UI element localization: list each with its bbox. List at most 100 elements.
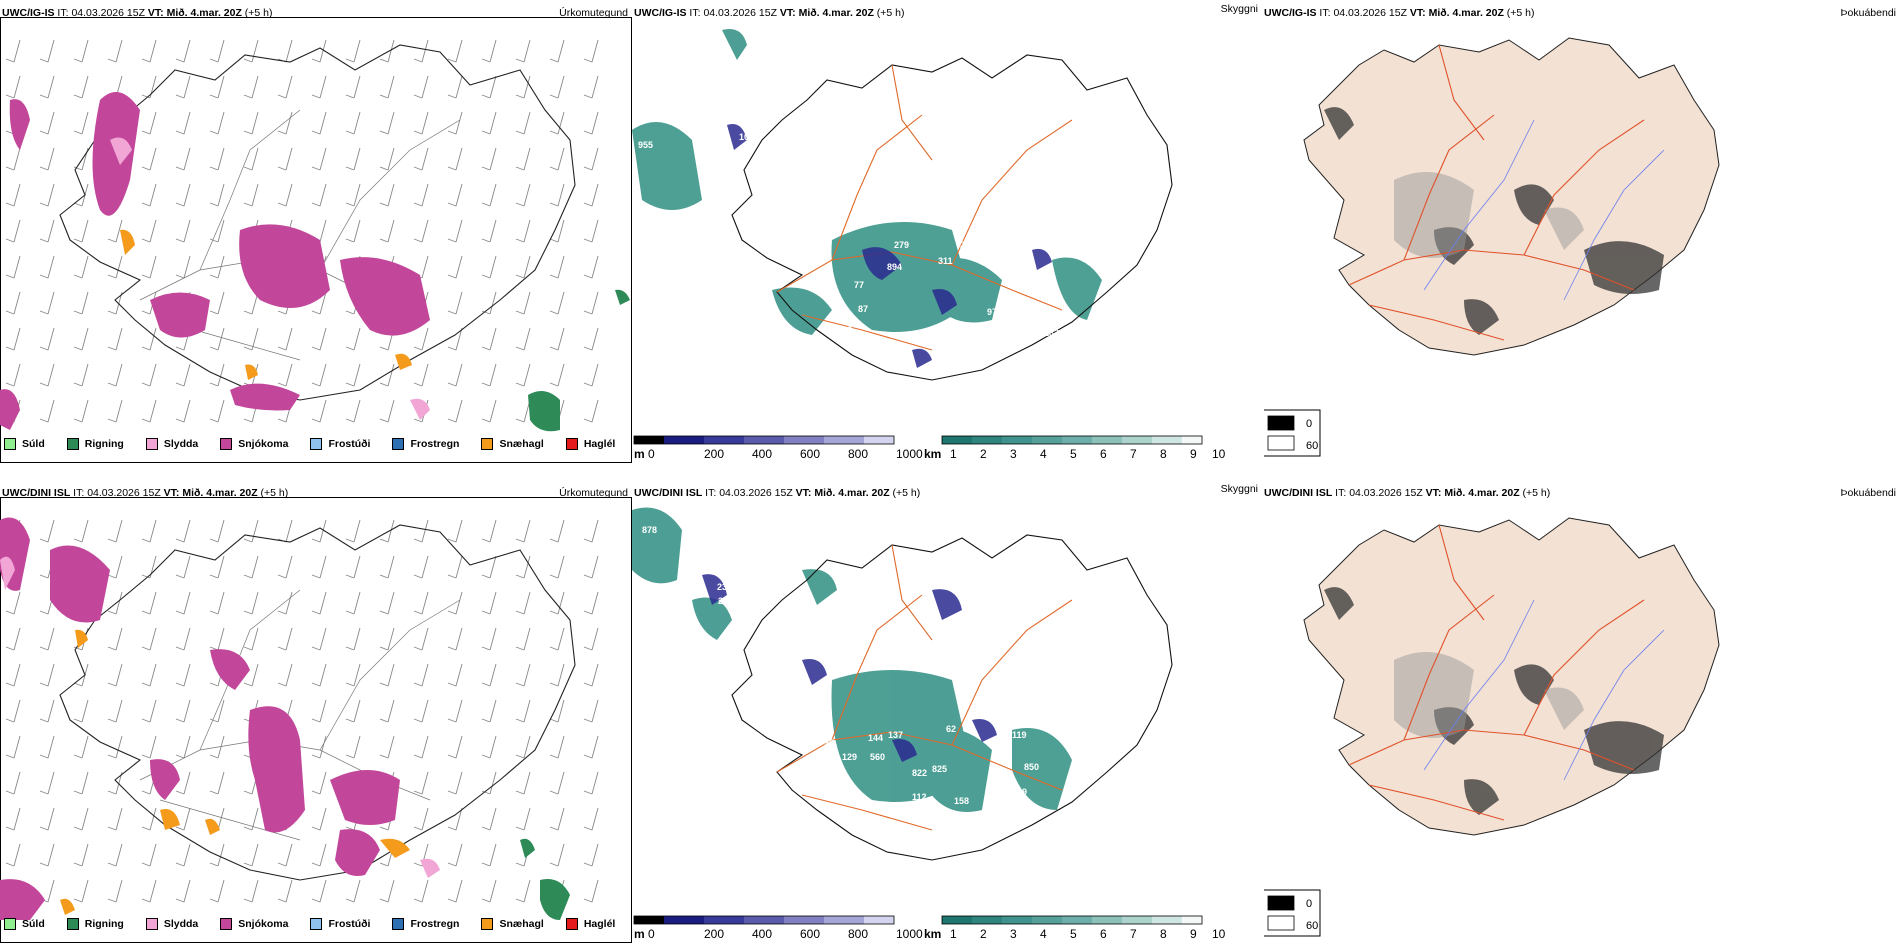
wind-barb [311, 111, 327, 135]
wind-barb [243, 75, 259, 99]
wind-barb [345, 39, 361, 63]
wind-barb [481, 327, 497, 351]
wind-barb [379, 75, 395, 99]
wind-barb [209, 399, 225, 423]
wind-barb [583, 807, 599, 831]
cloud-base-label: 390 [736, 608, 751, 618]
precip-map-frame [0, 17, 632, 463]
wind-barb [243, 327, 259, 351]
wind-barb [141, 591, 157, 615]
wind-barb [447, 75, 463, 99]
wind-barb [39, 39, 55, 63]
iceland-coastline [731, 534, 1173, 861]
legend-item: Frostregn [392, 438, 459, 450]
wind-barb [277, 39, 293, 63]
wind-barb [481, 591, 497, 615]
wind-barb [379, 111, 395, 135]
precip-map [0, 39, 630, 432]
visibility-map: 878 237 208 390 62 144 560 822 825 158 1… [632, 507, 1203, 925]
wind-barb [277, 879, 293, 903]
wind-barb [481, 111, 497, 135]
wind-barb [5, 807, 21, 831]
wind-barb [447, 111, 463, 135]
legend-item: Frostúði [310, 918, 370, 930]
panel-type-label: Skyggni [1220, 3, 1258, 15]
wind-barb [583, 519, 599, 543]
wind-barb [549, 663, 565, 687]
wind-barb [481, 663, 497, 687]
iceland-land [1303, 517, 1720, 836]
wind-barb [481, 39, 497, 63]
wind-barb [175, 519, 191, 543]
fog-scale-label: 60 [1306, 440, 1318, 452]
wind-barb [345, 363, 361, 387]
wind-barb [515, 327, 531, 351]
wind-barb [277, 363, 293, 387]
panel-type-label: Þokuábendi [1840, 487, 1896, 499]
wind-barb [39, 843, 55, 867]
wind-barb [447, 555, 463, 579]
wind-barb [583, 555, 599, 579]
wind-barb [413, 327, 429, 351]
wind-barb [141, 807, 157, 831]
legend-swatch [4, 438, 16, 450]
wind-barb [583, 879, 599, 903]
wind-barb [311, 519, 327, 543]
wind-barb [549, 591, 565, 615]
wind-barb [583, 183, 599, 207]
wind-barb [311, 291, 327, 315]
wind-barb [413, 735, 429, 759]
wind-barb [141, 519, 157, 543]
wind-barb [209, 699, 225, 723]
wind-barb [209, 771, 225, 795]
legend-item: Snjókoma [220, 438, 288, 450]
legend-item: Súld [4, 438, 45, 450]
wind-barb [447, 219, 463, 243]
wind-barb [73, 291, 89, 315]
cloud-base-label: 50 [1052, 310, 1062, 320]
cloud-base-label: 894 [887, 262, 902, 272]
wind-barb [209, 39, 225, 63]
legend-swatch [66, 918, 79, 930]
wind-barb [345, 627, 361, 651]
wind-barb [209, 111, 225, 135]
wind-barb [175, 627, 191, 651]
wind-barb [107, 327, 123, 351]
cloud-base-label: 878 [642, 525, 657, 535]
panel-title: UWC/IG-IS IT: 04.03.2026 15Z VT: Mið. 4.… [1264, 7, 1535, 19]
wind-barb [209, 291, 225, 315]
wind-barb [107, 879, 123, 903]
wind-barb [413, 111, 429, 135]
wind-barb [39, 291, 55, 315]
wind-barb [141, 327, 157, 351]
cloud-base-label: 187 [974, 355, 989, 365]
cloud-base-label: 730 [1042, 832, 1057, 842]
wind-barb [209, 219, 225, 243]
wind-barb [481, 519, 497, 543]
wind-barb [379, 519, 395, 543]
cloud-base-label: 311 [938, 256, 953, 266]
cloud-base-label: 159 [1017, 300, 1032, 310]
wind-barb [175, 555, 191, 579]
wind-barb [515, 255, 531, 279]
legend-swatch [565, 918, 578, 930]
wind-barb [175, 111, 191, 135]
cloud-base-label: 560 [870, 752, 885, 762]
wind-barb [209, 327, 225, 351]
wind-barb [107, 555, 123, 579]
wind-barb [515, 291, 531, 315]
river-lines [1423, 599, 1665, 781]
wind-barb [175, 363, 191, 387]
wind-barb [481, 843, 497, 867]
wind-barb [141, 879, 157, 903]
wind-barb [175, 399, 191, 423]
wind-barb [549, 519, 565, 543]
wind-barb [583, 399, 599, 423]
wind-barb [277, 555, 293, 579]
wind-barb [5, 663, 21, 687]
wind-barb [311, 663, 327, 687]
wind-barb [583, 699, 599, 723]
cloud-base-label: 112 [912, 792, 927, 802]
wind-barb [277, 183, 293, 207]
wind-barb [549, 555, 565, 579]
